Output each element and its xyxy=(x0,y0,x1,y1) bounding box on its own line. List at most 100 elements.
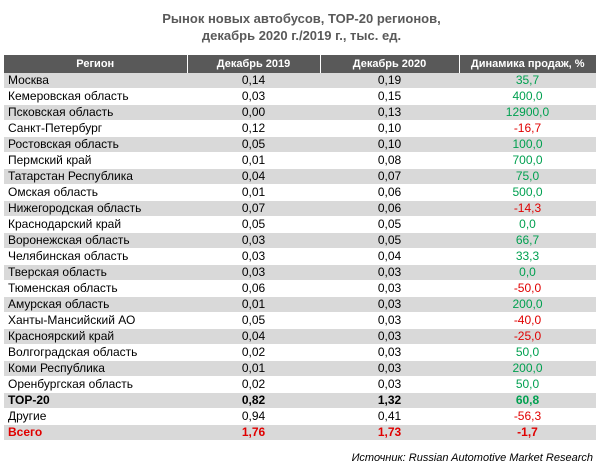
dec2019-cell: 0,03 xyxy=(187,88,320,105)
table-row: Москва 0,14 0,19 35,7 xyxy=(4,73,596,89)
dec2019-cell: 0,06 xyxy=(187,280,320,297)
region-cell: Нижегородская область xyxy=(4,200,187,217)
dec2019-cell: 0,94 xyxy=(187,408,320,425)
table-row: Тверская область 0,03 0,03 0,0 xyxy=(4,264,596,281)
table-row: Пермский край 0,01 0,08 700,0 xyxy=(4,152,596,169)
source-note: Источник: Russian Automotive Market Rese… xyxy=(351,452,593,464)
dec2020-cell: 0,19 xyxy=(320,73,459,89)
change-cell: 35,7 xyxy=(459,73,596,89)
dec2020-cell: 0,05 xyxy=(320,232,459,249)
table-row: ТОР-20 0,82 1,32 60,8 xyxy=(4,392,596,409)
region-cell: ТОР-20 xyxy=(4,392,187,409)
table-body: Москва 0,14 0,19 35,7 Кемеровская область 0,0… xyxy=(4,73,596,441)
regions-table: Регион Декабрь 2019 Декабрь 2020 Динамик… xyxy=(4,55,596,441)
dec2020-cell: 0,08 xyxy=(320,152,459,169)
change-cell: 0,0 xyxy=(459,216,596,233)
dec2019-cell: 0,01 xyxy=(187,184,320,201)
change-cell: 200,0 xyxy=(459,296,596,313)
change-cell: 50,0 xyxy=(459,376,596,393)
region-cell: Пермский край xyxy=(4,152,187,169)
table-row: Воронежская область 0,03 0,05 66,7 xyxy=(4,232,596,249)
dec2020-cell: 0,41 xyxy=(320,408,459,425)
change-cell: -25,0 xyxy=(459,328,596,345)
dec2020-cell: 0,15 xyxy=(320,88,459,105)
change-cell: 33,3 xyxy=(459,248,596,265)
dec2020-cell: 1,73 xyxy=(320,424,459,441)
table-row: Татарстан Республика 0,04 0,07 75,0 xyxy=(4,168,596,185)
change-cell: -14,3 xyxy=(459,200,596,217)
table-row: Челябинская область 0,03 0,04 33,3 xyxy=(4,248,596,265)
change-cell: 200,0 xyxy=(459,360,596,377)
table-row: Нижегородская область 0,07 0,06 -14,3 xyxy=(4,200,596,217)
change-cell: 0,0 xyxy=(459,264,596,281)
region-cell: Санкт-Петербург xyxy=(4,120,187,137)
table-row: Красноярский край 0,04 0,03 -25,0 xyxy=(4,328,596,345)
change-cell: 400,0 xyxy=(459,88,596,105)
region-cell: Омская область xyxy=(4,184,187,201)
region-cell: Татарстан Республика xyxy=(4,168,187,185)
change-cell: 100,0 xyxy=(459,136,596,153)
change-cell: 60,8 xyxy=(459,392,596,409)
change-cell: -16,7 xyxy=(459,120,596,137)
table-row: Амурская область 0,01 0,03 200,0 xyxy=(4,296,596,313)
table-row: Омская область 0,01 0,06 500,0 xyxy=(4,184,596,201)
dec2019-cell: 0,05 xyxy=(187,216,320,233)
header-dec2019: Декабрь 2019 xyxy=(187,55,321,73)
header-change: Динамика продаж, % xyxy=(459,55,596,73)
dec2020-cell: 1,32 xyxy=(320,392,459,409)
region-cell: Всего xyxy=(4,424,187,441)
table-row: Краснодарский край 0,05 0,05 0,0 xyxy=(4,216,596,233)
change-cell: -56,3 xyxy=(459,408,596,425)
region-cell: Москва xyxy=(4,73,187,89)
region-cell: Псковская область xyxy=(4,104,187,121)
dec2019-cell: 0,02 xyxy=(187,376,320,393)
region-cell: Коми Республика xyxy=(4,360,187,377)
change-cell: 700,0 xyxy=(459,152,596,169)
region-cell: Тюменская область xyxy=(4,280,187,297)
dec2020-cell: 0,13 xyxy=(320,104,459,121)
dec2020-cell: 0,10 xyxy=(320,136,459,153)
dec2019-cell: 0,03 xyxy=(187,248,320,265)
report-title: Рынок новых автобусов, ТОР-20 регионов, … xyxy=(0,10,603,44)
dec2020-cell: 0,03 xyxy=(320,280,459,297)
dec2019-cell: 0,04 xyxy=(187,328,320,345)
dec2020-cell: 0,06 xyxy=(320,200,459,217)
table-row: Кемеровская область 0,03 0,15 400,0 xyxy=(4,88,596,105)
dec2019-cell: 1,76 xyxy=(187,424,320,441)
change-cell: 50,0 xyxy=(459,344,596,361)
change-cell: 75,0 xyxy=(459,168,596,185)
change-cell: -50,0 xyxy=(459,280,596,297)
dec2020-cell: 0,03 xyxy=(320,296,459,313)
dec2020-cell: 0,03 xyxy=(320,264,459,281)
change-cell: 500,0 xyxy=(459,184,596,201)
region-cell: Оренбургская область xyxy=(4,376,187,393)
table-row: Тюменская область 0,06 0,03 -50,0 xyxy=(4,280,596,297)
dec2019-cell: 0,02 xyxy=(187,344,320,361)
table-row: Ханты-Мансийский АО 0,05 0,03 -40,0 xyxy=(4,312,596,329)
region-cell: Челябинская область xyxy=(4,248,187,265)
region-cell: Тверская область xyxy=(4,264,187,281)
change-cell: 12900,0 xyxy=(459,104,596,121)
dec2019-cell: 0,01 xyxy=(187,360,320,377)
region-cell: Другие xyxy=(4,408,187,425)
change-cell: -1,7 xyxy=(459,424,596,441)
change-cell: -40,0 xyxy=(459,312,596,329)
dec2019-cell: 0,05 xyxy=(187,312,320,329)
dec2020-cell: 0,04 xyxy=(320,248,459,265)
dec2019-cell: 0,01 xyxy=(187,152,320,169)
dec2020-cell: 0,05 xyxy=(320,216,459,233)
dec2020-cell: 0,07 xyxy=(320,168,459,185)
dec2019-cell: 0,12 xyxy=(187,120,320,137)
dec2019-cell: 0,03 xyxy=(187,232,320,249)
dec2019-cell: 0,03 xyxy=(187,264,320,281)
table-row: Всего 1,76 1,73 -1,7 xyxy=(4,424,596,441)
table-row: Волгоградская область 0,02 0,03 50,0 xyxy=(4,344,596,361)
dec2019-cell: 0,82 xyxy=(187,392,320,409)
title-line-2: декабрь 2020 г./2019 г., тыс. ед. xyxy=(201,28,402,43)
region-cell: Амурская область xyxy=(4,296,187,313)
dec2019-cell: 0,04 xyxy=(187,168,320,185)
table-row: Псковская область 0,00 0,13 12900,0 xyxy=(4,104,596,121)
region-cell: Ростовская область xyxy=(4,136,187,153)
region-cell: Волгоградская область xyxy=(4,344,187,361)
region-cell: Кемеровская область xyxy=(4,88,187,105)
